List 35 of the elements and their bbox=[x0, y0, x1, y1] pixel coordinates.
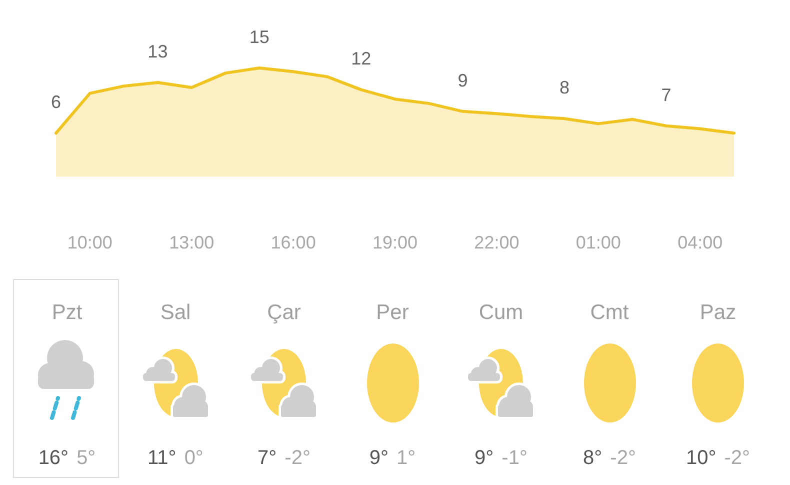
text: -2° bbox=[610, 447, 636, 469]
text: Çar bbox=[266, 301, 302, 325]
data-label: 12 bbox=[351, 48, 372, 69]
text: 0° bbox=[184, 447, 204, 469]
data-label: 8 bbox=[559, 78, 570, 98]
x-tick-label: 19:00 bbox=[372, 232, 418, 252]
text: Paz bbox=[698, 301, 738, 325]
text: Pzt bbox=[50, 301, 84, 325]
text: Sal bbox=[159, 301, 192, 325]
text: 9° bbox=[474, 447, 494, 469]
x-tick-label: 22:00 bbox=[474, 232, 520, 252]
text: 7° bbox=[258, 447, 277, 469]
text: 1° bbox=[396, 447, 416, 469]
x-tick-label: 10:00 bbox=[67, 232, 112, 252]
x-tick-label: 04:00 bbox=[678, 232, 723, 252]
text: 8° bbox=[583, 447, 602, 469]
text: 10° bbox=[686, 447, 716, 469]
data-label: 15 bbox=[249, 26, 270, 47]
text: Cmt bbox=[589, 301, 630, 325]
text: 16° bbox=[38, 447, 69, 469]
data-label: 7 bbox=[661, 84, 672, 105]
x-tick-label: 13:00 bbox=[169, 232, 214, 252]
data-label: 13 bbox=[148, 41, 168, 62]
text: Per bbox=[375, 301, 410, 325]
text: 5° bbox=[76, 447, 96, 469]
text: -1° bbox=[502, 447, 528, 469]
text: Cum bbox=[478, 301, 524, 325]
x-tick-label: 16:00 bbox=[270, 232, 316, 252]
data-label: 6 bbox=[50, 92, 62, 112]
text: -2° bbox=[724, 447, 750, 469]
text: 9° bbox=[369, 447, 388, 469]
data-label: 9 bbox=[458, 70, 468, 90]
x-tick-label: 01:00 bbox=[576, 232, 621, 252]
text: 11° bbox=[148, 447, 176, 469]
text: -2° bbox=[284, 447, 310, 469]
